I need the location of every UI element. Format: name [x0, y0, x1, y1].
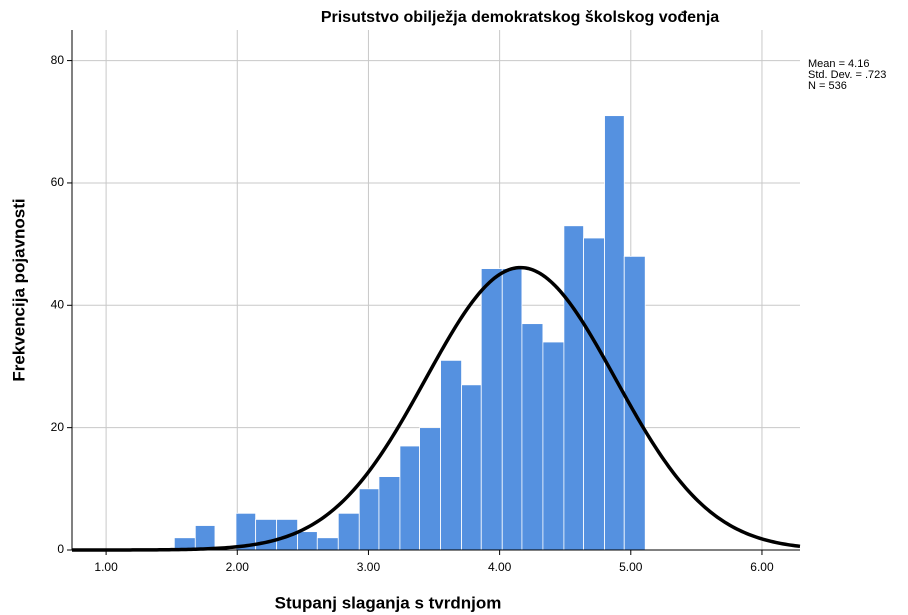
chart-title: Prisutstvo obilježja demokratskog školsk… — [321, 9, 719, 26]
x-tick-label: 4.00 — [488, 560, 512, 574]
y-tick-label: 60 — [51, 175, 65, 189]
bar — [542, 341, 565, 551]
bar — [604, 115, 625, 551]
bar — [297, 531, 318, 551]
y-tick-label: 0 — [57, 542, 64, 556]
y-axis-label: Frekvencija pojavnosti — [9, 198, 28, 381]
bar — [337, 512, 360, 551]
bar — [480, 268, 503, 551]
x-tick-label: 6.00 — [750, 560, 774, 574]
bar — [194, 525, 216, 551]
x-tick-label: 5.00 — [619, 560, 643, 574]
bar — [399, 445, 421, 551]
bar — [583, 237, 605, 551]
bar — [521, 323, 544, 551]
bar — [440, 359, 462, 551]
x-tick-label: 3.00 — [357, 560, 381, 574]
bar — [501, 268, 523, 551]
bar — [563, 225, 584, 551]
annotation: Std. Dev. = .723 — [808, 69, 886, 81]
annotation: Mean = 4.16 — [808, 58, 869, 70]
bar — [378, 476, 401, 551]
bar — [316, 537, 339, 551]
x-tick-label: 1.00 — [94, 560, 118, 574]
y-tick-label: 20 — [51, 420, 65, 434]
x-tick-label: 2.00 — [226, 560, 250, 574]
annotation: N = 536 — [808, 80, 847, 92]
normal-curve — [72, 265, 801, 552]
y-tick-label: 40 — [51, 297, 65, 311]
bar — [461, 384, 482, 551]
bar — [358, 488, 380, 551]
bar — [419, 427, 441, 551]
x-axis-label: Stupanj slaganja s tvrdnjom — [275, 593, 502, 612]
y-tick-label: 80 — [51, 53, 65, 67]
